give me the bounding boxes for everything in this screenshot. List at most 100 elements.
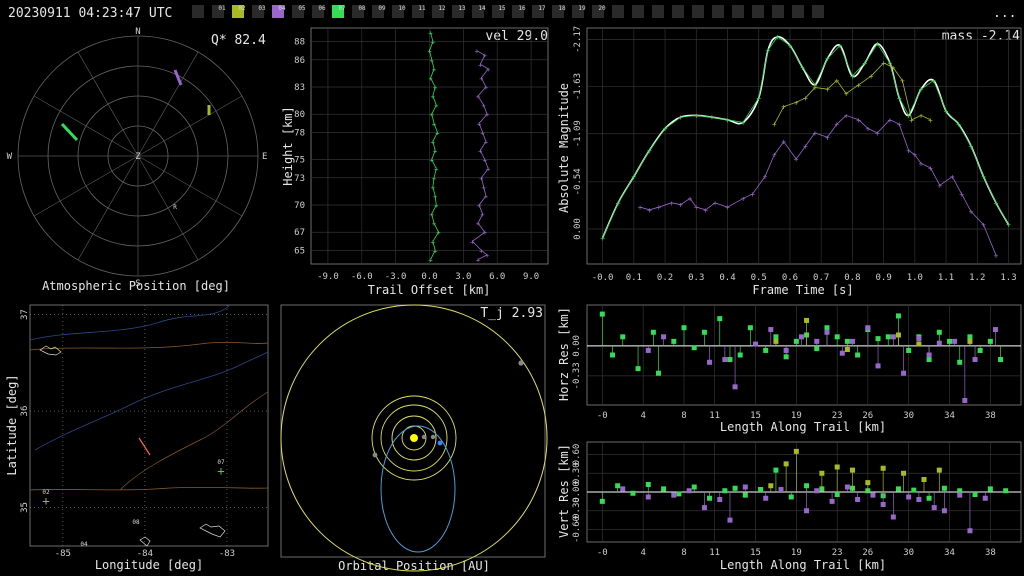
mag-point-green: + xyxy=(944,107,949,116)
mag-point-purple: + xyxy=(638,203,643,212)
station-badge xyxy=(672,5,684,18)
station-02-label: 02 xyxy=(42,489,50,496)
map-ytick: 35 xyxy=(20,502,30,513)
mag-point-green: + xyxy=(741,118,746,127)
horz-xtick: 19 xyxy=(791,411,802,421)
vert-point-olive xyxy=(921,477,927,482)
orbit-title: Orbital Position [AU] xyxy=(338,559,490,573)
polar-spoke xyxy=(137,51,199,157)
mag-point-purple: + xyxy=(813,129,818,138)
height-series-line-purple xyxy=(471,50,489,260)
vert-xtick: 30 xyxy=(903,548,914,558)
height-xtick: 0.0 xyxy=(421,272,437,282)
vert-point-purple xyxy=(941,508,947,514)
station-badge xyxy=(392,5,404,18)
horz-ytick: -0.33 xyxy=(572,362,582,389)
horz-point-green xyxy=(691,345,697,351)
station-badge xyxy=(512,5,524,18)
mag-point-olive: + xyxy=(928,116,933,125)
horz-xlabel: Length Along Trail [km] xyxy=(720,420,886,434)
vert-point-olive xyxy=(850,467,856,473)
mag-xlabel: Frame Time [s] xyxy=(752,283,853,297)
vert-xtick: 19 xyxy=(791,548,802,558)
station-07-marker: + xyxy=(217,464,224,478)
map-frame xyxy=(29,304,269,547)
mag-point-purple: + xyxy=(937,181,942,190)
mag-series-line-purple xyxy=(639,114,997,256)
county-border xyxy=(119,391,269,491)
vert-xtick: 23 xyxy=(832,548,843,558)
mag-point-olive: + xyxy=(856,81,861,90)
horz-point-purple xyxy=(707,359,713,365)
horz-point-green xyxy=(834,334,840,340)
vert-point-purple xyxy=(906,494,912,500)
station-badge xyxy=(252,5,264,18)
vert-point-green xyxy=(645,482,651,487)
horz-point-green xyxy=(814,346,820,352)
mag-point-olive: + xyxy=(794,98,799,107)
horz-point-purple xyxy=(783,347,789,353)
mag-point-purple: + xyxy=(825,133,830,142)
height-xlabel: Trail Offset [km] xyxy=(368,283,491,297)
height-point-purple: + xyxy=(486,66,490,74)
badge-label-10: 10 xyxy=(398,5,406,12)
height-point-purple: + xyxy=(484,193,488,201)
vert-point-green xyxy=(834,492,840,497)
horz-point-purple xyxy=(972,357,978,363)
horz-xtick: -0 xyxy=(597,411,608,421)
height-point-green: + xyxy=(433,193,437,201)
horz-point-green xyxy=(998,357,1004,363)
station-04-trail xyxy=(173,69,183,86)
horz-point-olive xyxy=(895,332,901,338)
horz-point-green xyxy=(681,325,687,331)
mag-point-purple: + xyxy=(834,120,839,129)
mag-point-purple: + xyxy=(875,129,880,138)
mag-point-purple: + xyxy=(803,142,808,151)
station-badge xyxy=(192,5,204,18)
compass-south: S xyxy=(135,279,140,289)
vert-xlabel: Length Along Trail [km] xyxy=(720,558,886,572)
horz-point-green xyxy=(747,325,753,331)
horz-point-green xyxy=(727,357,733,363)
station-badge xyxy=(692,5,704,18)
horz-point-green xyxy=(957,359,963,365)
vert-point-green xyxy=(707,495,713,501)
height-point-green: + xyxy=(431,39,435,47)
mag-xtick: 0.2 xyxy=(657,273,673,283)
atmospheric-position-panel: Q* 82.4 Atmospheric Position [deg] N S E W Z… xyxy=(7,27,268,293)
menu-button[interactable]: ... xyxy=(993,6,1016,21)
height-point-green: + xyxy=(430,111,434,119)
mag-point-green: + xyxy=(678,113,683,122)
vert-ytick: -0.30 xyxy=(572,497,582,524)
height-point-green: + xyxy=(434,166,438,174)
station-badge xyxy=(412,5,424,18)
vert-point-green xyxy=(722,488,728,494)
horz-xtick: 34 xyxy=(944,411,955,421)
horz-point-green xyxy=(987,338,993,344)
mag-xtick: 0.4 xyxy=(719,273,735,283)
mag-point-green: + xyxy=(775,33,780,42)
badge-label-12: 12 xyxy=(438,5,446,12)
map-ylabel: Latitude [deg] xyxy=(5,374,19,475)
mag-point-purple: + xyxy=(928,164,933,173)
map-xtick: -84 xyxy=(137,549,153,559)
vert-point-purple xyxy=(742,484,748,490)
compass-west: W xyxy=(7,152,13,162)
vert-point-green xyxy=(773,467,779,473)
mag-xtick: 0.5 xyxy=(751,273,767,283)
height-point-green: + xyxy=(433,148,437,156)
height-point-green: + xyxy=(435,129,439,137)
station-badge xyxy=(492,5,504,18)
horz-point-purple xyxy=(732,384,738,390)
height-point-green: + xyxy=(431,238,435,246)
vert-point-green xyxy=(630,490,636,496)
vert-ytick: 0.00 xyxy=(572,481,582,503)
height-ytick: 67 xyxy=(294,228,305,238)
badge-label-04: 04 xyxy=(278,5,286,12)
vert-xtick: 4 xyxy=(640,548,645,558)
station-07-trail xyxy=(60,122,79,142)
badge-label-14: 14 xyxy=(478,5,486,12)
horz-point-purple xyxy=(890,334,896,340)
compass-north: N xyxy=(135,27,140,37)
orbit-outer-planet xyxy=(280,304,548,572)
